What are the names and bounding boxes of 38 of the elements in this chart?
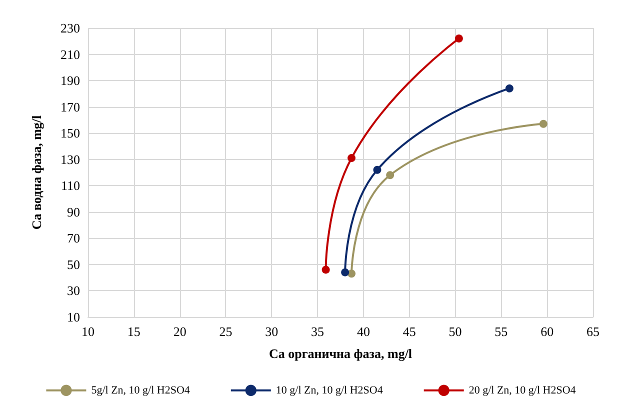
y-tick-label: 150 xyxy=(60,126,80,141)
y-tick-label: 90 xyxy=(67,204,80,220)
x-tick-label: 65 xyxy=(586,324,600,339)
x-tick-label: 30 xyxy=(265,324,278,339)
point xyxy=(322,266,330,274)
x-axis-title: Ca органична фаза, mg/l xyxy=(268,346,412,361)
x-tick-label: 35 xyxy=(311,324,324,339)
y-tick-label: 50 xyxy=(67,256,80,272)
x-tick-label: 50 xyxy=(448,324,462,339)
point xyxy=(505,84,514,92)
x-tick-label: 40 xyxy=(356,324,370,339)
point xyxy=(341,268,350,276)
x-tick-label: 20 xyxy=(173,324,186,339)
x-tick-label: 55 xyxy=(494,324,508,339)
x-tick-label: 15 xyxy=(127,324,140,339)
y-tick-label: 110 xyxy=(60,178,80,194)
point xyxy=(348,154,356,162)
y-tick-label: 190 xyxy=(60,73,80,88)
y-tick-label: 210 xyxy=(60,46,80,62)
y-tick-label: 230 xyxy=(60,20,80,36)
legend-label: 5g/l Zn, 10 g/l H2SO4 xyxy=(91,384,190,396)
x-tick-label: 25 xyxy=(219,324,232,339)
point xyxy=(386,171,394,180)
y-tick-label: 170 xyxy=(60,99,80,114)
x-tick-label: 10 xyxy=(82,324,94,339)
point xyxy=(454,34,463,43)
y-tick-label: 10 xyxy=(67,310,80,324)
y-tick-label: 30 xyxy=(67,283,80,298)
y-axis-title: Ca водна фаза, mg/l xyxy=(29,114,44,230)
legend-label: 20 g/l Zn, 10 g/l H2SO4 xyxy=(468,384,576,396)
x-tick-label: 60 xyxy=(540,324,554,339)
y-tick-label: 70 xyxy=(67,230,80,246)
y-tick-label: 130 xyxy=(60,152,80,167)
point xyxy=(348,270,356,278)
legend-label: 10 g/l Zn, 10 g/l H2SO4 xyxy=(276,384,384,396)
point xyxy=(539,120,548,128)
x-tick-label: 45 xyxy=(402,324,416,339)
point xyxy=(373,166,382,174)
